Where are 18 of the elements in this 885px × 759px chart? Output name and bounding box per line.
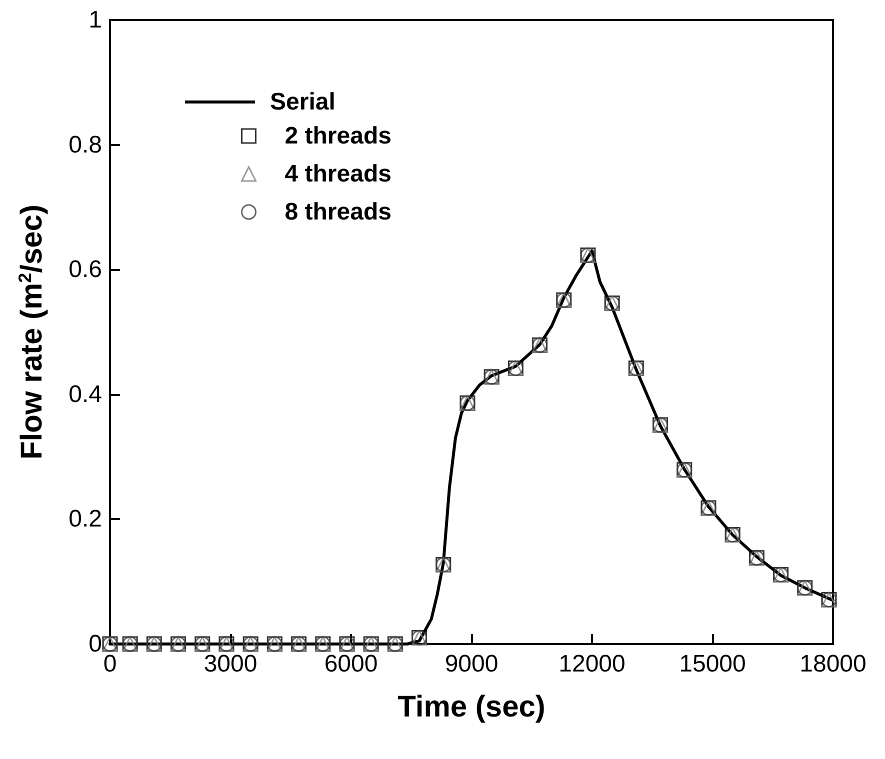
legend-label: Serial <box>270 88 336 116</box>
x-tick-label: 18000 <box>800 650 866 678</box>
x-tick-label: 6000 <box>324 650 378 678</box>
legend-label: 4 threads <box>284 160 392 188</box>
legend-label: 8 threads <box>284 198 392 226</box>
y-axis-title: Flow rate (m2/sec) <box>15 204 48 460</box>
legend-label: 2 threads <box>284 122 392 150</box>
x-tick-label: 9000 <box>444 650 498 678</box>
x-axis-title: Time (sec) <box>398 690 546 724</box>
y-tick-label: 0.4 <box>68 380 102 408</box>
x-tick-label: 12000 <box>558 650 626 678</box>
y-tick-label: 1 <box>88 6 102 34</box>
x-tick-label: 15000 <box>679 650 746 678</box>
y-tick-label: 0 <box>88 630 102 658</box>
x-tick-label: 3000 <box>204 650 258 678</box>
y-tick-label: 0.6 <box>68 256 102 284</box>
y-tick-label: 0.8 <box>68 131 102 158</box>
y-tick-label: 0.2 <box>68 506 102 533</box>
